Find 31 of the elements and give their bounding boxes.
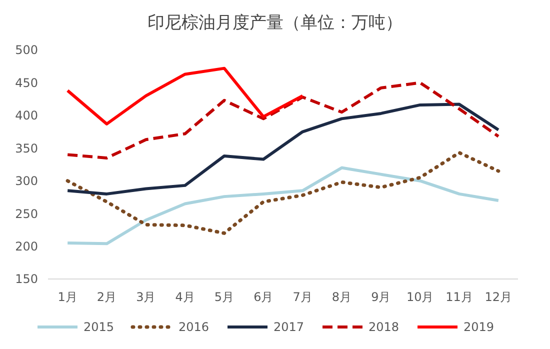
x-tick-label: 10月 [406,290,434,304]
line-series [66,102,500,196]
x-tick-label: 3月 [136,290,156,304]
legend-label: 2016 [178,320,210,334]
legend-label: 2019 [464,320,494,334]
y-tick-label: 150 [15,272,38,286]
x-tick-label: 5月 [214,290,234,304]
y-tick-label: 400 [15,108,38,123]
x-tick-label: 8月 [332,290,352,304]
y-tick-label: 300 [15,174,38,188]
x-tick-label: 12月 [484,290,512,304]
y-tick-label: 200 [15,239,38,254]
line-series [66,66,304,126]
x-tick-label: 4月 [175,290,195,304]
chart-title: 印尼棕油月度产量（单位：万吨） [148,13,402,33]
line-series [66,81,500,160]
x-tick-label: 1月 [58,290,78,304]
x-tick-label: 9月 [371,290,391,304]
x-tick-label: 6月 [254,290,274,304]
x-tick-label: 7月 [292,290,312,304]
line-series [66,166,500,246]
x-tick-label: 11月 [446,290,473,304]
y-tick-label: 450 [15,76,38,90]
x-tick-label: 2月 [96,290,117,304]
y-tick-label: 350 [15,141,38,156]
legend-label: 2018 [368,320,400,334]
y-tick-label: 500 [15,43,38,58]
line-series [66,150,500,235]
y-tick-label: 250 [15,206,38,221]
legend-label: 2017 [274,320,304,334]
legend-label: 2015 [84,320,114,334]
